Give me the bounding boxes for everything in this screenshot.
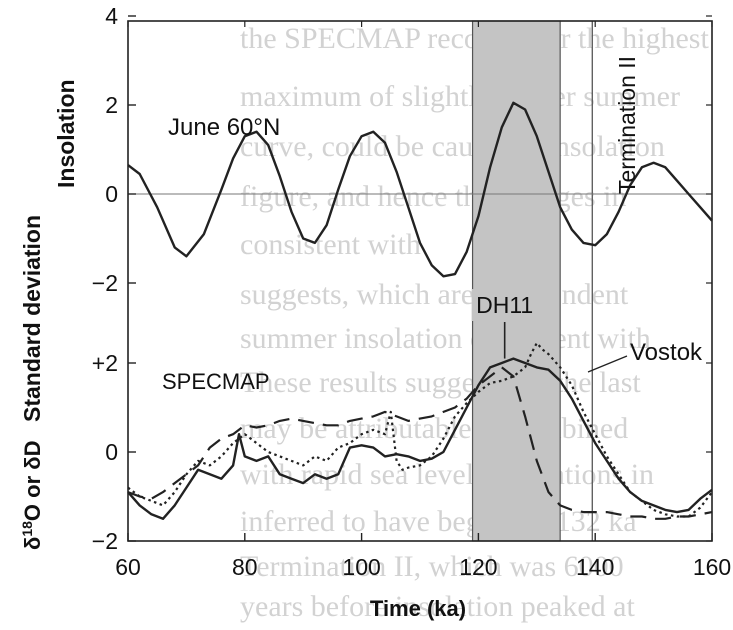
x-tick-label: 100 <box>342 554 380 580</box>
y-tick-label: 2 <box>105 92 118 118</box>
x-tick-label: 160 <box>693 554 731 580</box>
specmap-label: SPECMAP <box>162 369 270 394</box>
proxy-delta: δ <box>20 537 45 550</box>
y-tick-label: 4 <box>105 3 118 29</box>
proxy-superscript: 18 <box>19 521 35 537</box>
x-tick-label: 60 <box>115 554 141 580</box>
termination-label: Termination II <box>614 56 640 194</box>
y-tick-label: 0 <box>105 439 118 465</box>
proxy-o: O or <box>20 470 45 521</box>
insolation-series-line <box>127 101 713 278</box>
shaded-interval <box>471 20 561 542</box>
y-axis-title-standard-deviation: Standard deviation <box>19 215 45 422</box>
y-tick-label: −2 <box>92 270 118 296</box>
x-tick-label: 120 <box>459 554 497 580</box>
vostok-leader-line <box>587 355 628 373</box>
dh11-label: DH11 <box>476 292 533 318</box>
y-tick-label: 0 <box>105 181 118 207</box>
y-axis-title-proxy: δ18O or δD <box>19 441 45 551</box>
specmap-series-line <box>127 366 713 520</box>
x-tick-label: 80 <box>232 554 258 580</box>
vostok-series-line <box>127 341 713 518</box>
y-tick-label: +2 <box>92 350 118 376</box>
y-axis-title-insolation: Insolation <box>53 79 79 188</box>
x-tick-label: 140 <box>576 554 614 580</box>
y-tick-label: −2 <box>92 528 118 554</box>
plot-frame <box>127 20 713 542</box>
vostok-label: Vostok <box>630 339 703 366</box>
x-axis-title: Time (ka) <box>370 596 466 621</box>
proxy-d: δD <box>20 441 45 470</box>
insolation-label: June 60°N <box>168 114 280 141</box>
dh11-label-box <box>471 289 538 321</box>
dh11-series-line <box>127 357 713 520</box>
